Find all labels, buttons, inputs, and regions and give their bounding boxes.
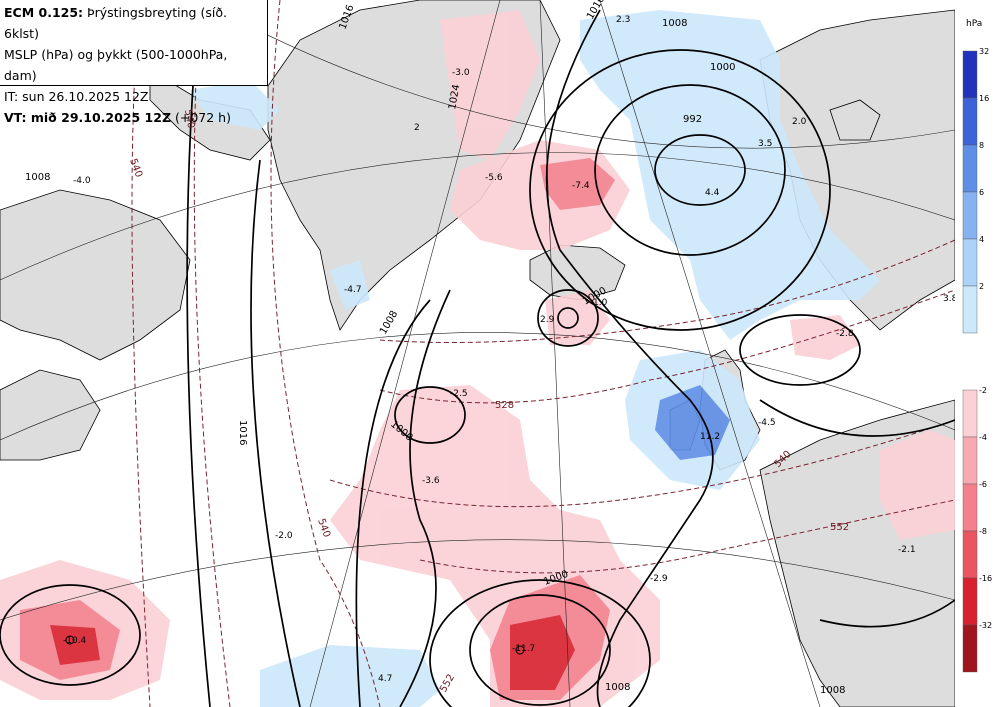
legend-swatch bbox=[962, 436, 978, 485]
tendency-rise-north bbox=[580, 10, 880, 340]
legend-swatch bbox=[962, 191, 978, 240]
tendency-label: -10.4 bbox=[63, 636, 87, 646]
tendency-label: 3.5 bbox=[758, 139, 772, 149]
legend-swatch bbox=[962, 530, 978, 579]
legend-swatch bbox=[962, 624, 978, 673]
isobars bbox=[0, 0, 955, 707]
model-name: ECM 0.125: bbox=[4, 5, 84, 20]
map-title-box: ECM 0.125: Þrýstingsbreyting (síð. 6klst… bbox=[0, 0, 268, 125]
title-line-4: VT: mið 29.10.2025 12Z (+072 h) bbox=[4, 107, 263, 128]
legend-tick-label: 8 bbox=[979, 141, 984, 150]
legend-swatch bbox=[962, 483, 978, 532]
legend-tick-label: 2 bbox=[979, 282, 984, 291]
legend-swatch bbox=[962, 50, 978, 99]
legend-tick-label: -8 bbox=[979, 527, 987, 536]
tendency-label: 4.7 bbox=[378, 674, 392, 684]
tendency-label: 2 bbox=[414, 123, 420, 133]
forecast-offset: (+072 h) bbox=[171, 110, 231, 125]
tendency-label: -4.5 bbox=[758, 418, 776, 428]
thickness-label: 540 bbox=[182, 109, 196, 130]
legend-tick-label: -2 bbox=[979, 386, 987, 395]
thickness-label: 528 bbox=[495, 400, 514, 411]
legend-tick-label: -16 bbox=[979, 574, 992, 583]
tendency-label: -2.1 bbox=[898, 545, 916, 555]
legend-swatch bbox=[962, 97, 978, 146]
tendency-fall-west-max bbox=[50, 625, 100, 665]
isobar-label: 1000 bbox=[710, 62, 735, 73]
legend-tick-label: -6 bbox=[979, 480, 987, 489]
legend-unit: hPa bbox=[966, 19, 982, 29]
tendency-label: 2.3 bbox=[616, 15, 630, 25]
tendency-label: -7.4 bbox=[572, 181, 590, 191]
isobar-label: 1008 bbox=[25, 172, 50, 183]
legend-positive-scale: 32 16 8 6 4 2 bbox=[962, 47, 989, 334]
legend-negative-scale: -2 -4 -6 -8 -16 -32 bbox=[962, 386, 992, 673]
valid-time: VT: mið 29.10.2025 12Z bbox=[4, 110, 172, 125]
legend-swatch bbox=[962, 577, 978, 626]
isobar-label: 992 bbox=[683, 114, 702, 125]
tendency-label: 2.9 bbox=[540, 315, 555, 325]
tendency-fall-denmark-strait-core bbox=[540, 158, 615, 210]
legend-tick-label: -32 bbox=[979, 621, 992, 630]
tendency-rise-baffin bbox=[190, 80, 280, 130]
tendency-label: -2.9 bbox=[650, 574, 668, 584]
title-line-2: MSLP (hPa) og þykkt (500-1000hPa, dam) bbox=[4, 47, 228, 83]
low-center-marker bbox=[65, 635, 75, 645]
product-name: Þrýstingsbreyting (síð. 6klst) bbox=[4, 5, 227, 41]
legend-swatch bbox=[962, 389, 978, 438]
legend-tick-label: 32 bbox=[979, 47, 989, 56]
tendency-rise-south bbox=[260, 645, 440, 707]
tendency-label: -2.0 bbox=[275, 531, 293, 541]
tendency-label: 1.0 bbox=[593, 298, 608, 308]
tendency-label: 3.8 bbox=[943, 294, 955, 304]
labrador-land bbox=[0, 369, 101, 461]
legend-swatch bbox=[962, 285, 978, 334]
tendency-label: -3.6 bbox=[422, 476, 440, 486]
legend-tick-label: 16 bbox=[979, 94, 989, 103]
isobar-label: 1008 bbox=[662, 18, 687, 29]
isobar-label: 1008 bbox=[820, 685, 845, 696]
isobar-label: 1016 bbox=[237, 420, 248, 445]
legend-tick-label: 4 bbox=[979, 235, 984, 244]
legend-tick-label: 6 bbox=[979, 188, 984, 197]
tendency-label: 11.2 bbox=[700, 432, 720, 442]
canada-land bbox=[0, 189, 191, 361]
title-line-1: ECM 0.125: Þrýstingsbreyting (síð. 6klst… bbox=[4, 2, 263, 44]
tendency-rise-sw-greenland bbox=[330, 260, 370, 310]
svalbard-land bbox=[829, 99, 881, 141]
tendency-label: -4.7 bbox=[344, 285, 362, 295]
legend-tick-label: -4 bbox=[979, 433, 987, 442]
legend-swatch bbox=[962, 144, 978, 193]
tendency-label: 4.4 bbox=[705, 188, 720, 198]
pressure-tendency-shading bbox=[0, 10, 955, 707]
tendency-fall-europe bbox=[880, 430, 955, 540]
tendency-label: -4.0 bbox=[73, 176, 91, 186]
legend-swatch bbox=[962, 238, 978, 287]
tendency-label: 2.0 bbox=[792, 117, 807, 127]
tendency-label: -2.8 bbox=[836, 329, 854, 339]
low-center-marker bbox=[515, 645, 525, 655]
isobar-label: 1008 bbox=[605, 682, 630, 693]
tendency-label: -5.6 bbox=[485, 173, 503, 183]
tendency-label: -2.5 bbox=[450, 389, 468, 399]
color-legend: hPa 32 16 8 6 4 2 -2 -4 -6 -8 -16 -32 bbox=[955, 0, 1000, 707]
tendency-label: -3.0 bbox=[452, 68, 470, 78]
tendency-fall-atlantic-max bbox=[510, 615, 575, 690]
weather-map: 1016 1024 1016 1008 1000 992 1000 1008 1… bbox=[0, 0, 955, 707]
graticule bbox=[0, 0, 955, 707]
title-line-3: IT: sun 26.10.2025 12Z bbox=[4, 89, 149, 104]
thickness-label: 552 bbox=[830, 522, 849, 533]
tendency-fall-north-greenland bbox=[440, 10, 540, 160]
isobar-label: 1024 bbox=[447, 84, 462, 111]
